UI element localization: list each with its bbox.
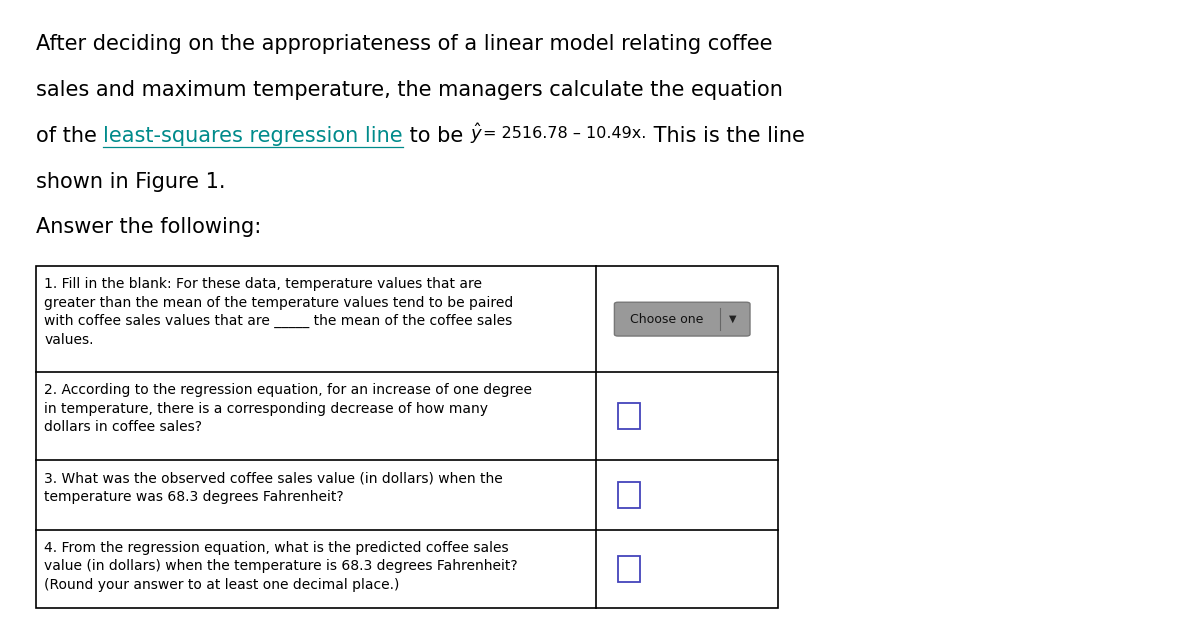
Bar [618, 403, 640, 429]
Text: Choose one: Choose one [630, 312, 703, 326]
Bar [618, 482, 640, 508]
Text: sales and maximum temperature, the managers calculate the equation: sales and maximum temperature, the manag… [36, 80, 782, 100]
FancyBboxPatch shape [614, 302, 750, 336]
Text: $\hat{y}$: $\hat{y}$ [470, 121, 484, 146]
Text: 4. From the regression equation, what is the predicted coffee sales
value (in do: 4. From the regression equation, what is… [44, 541, 518, 592]
Text: to be: to be [403, 126, 470, 146]
Text: 1. Fill in the blank: For these data, temperature values that are
greater than t: 1. Fill in the blank: For these data, te… [44, 277, 514, 347]
Bar [36, 266, 778, 608]
Text: ▼: ▼ [730, 314, 737, 324]
Text: 2. According to the regression equation, for an increase of one degree
in temper: 2. According to the regression equation,… [44, 384, 533, 434]
Text: Answer the following:: Answer the following: [36, 217, 262, 237]
Bar [618, 556, 640, 582]
Text: of the: of the [36, 126, 103, 146]
Text: This is the line: This is the line [647, 126, 804, 146]
Text: shown in Figure 1.: shown in Figure 1. [36, 172, 226, 192]
Text: 3. What was the observed coffee sales value (in dollars) when the
temperature wa: 3. What was the observed coffee sales va… [44, 471, 503, 504]
Text: = 2516.78 – 10.49x.: = 2516.78 – 10.49x. [484, 126, 647, 141]
Text: After deciding on the appropriateness of a linear model relating coffee: After deciding on the appropriateness of… [36, 34, 773, 54]
Text: least-squares regression line: least-squares regression line [103, 126, 403, 146]
